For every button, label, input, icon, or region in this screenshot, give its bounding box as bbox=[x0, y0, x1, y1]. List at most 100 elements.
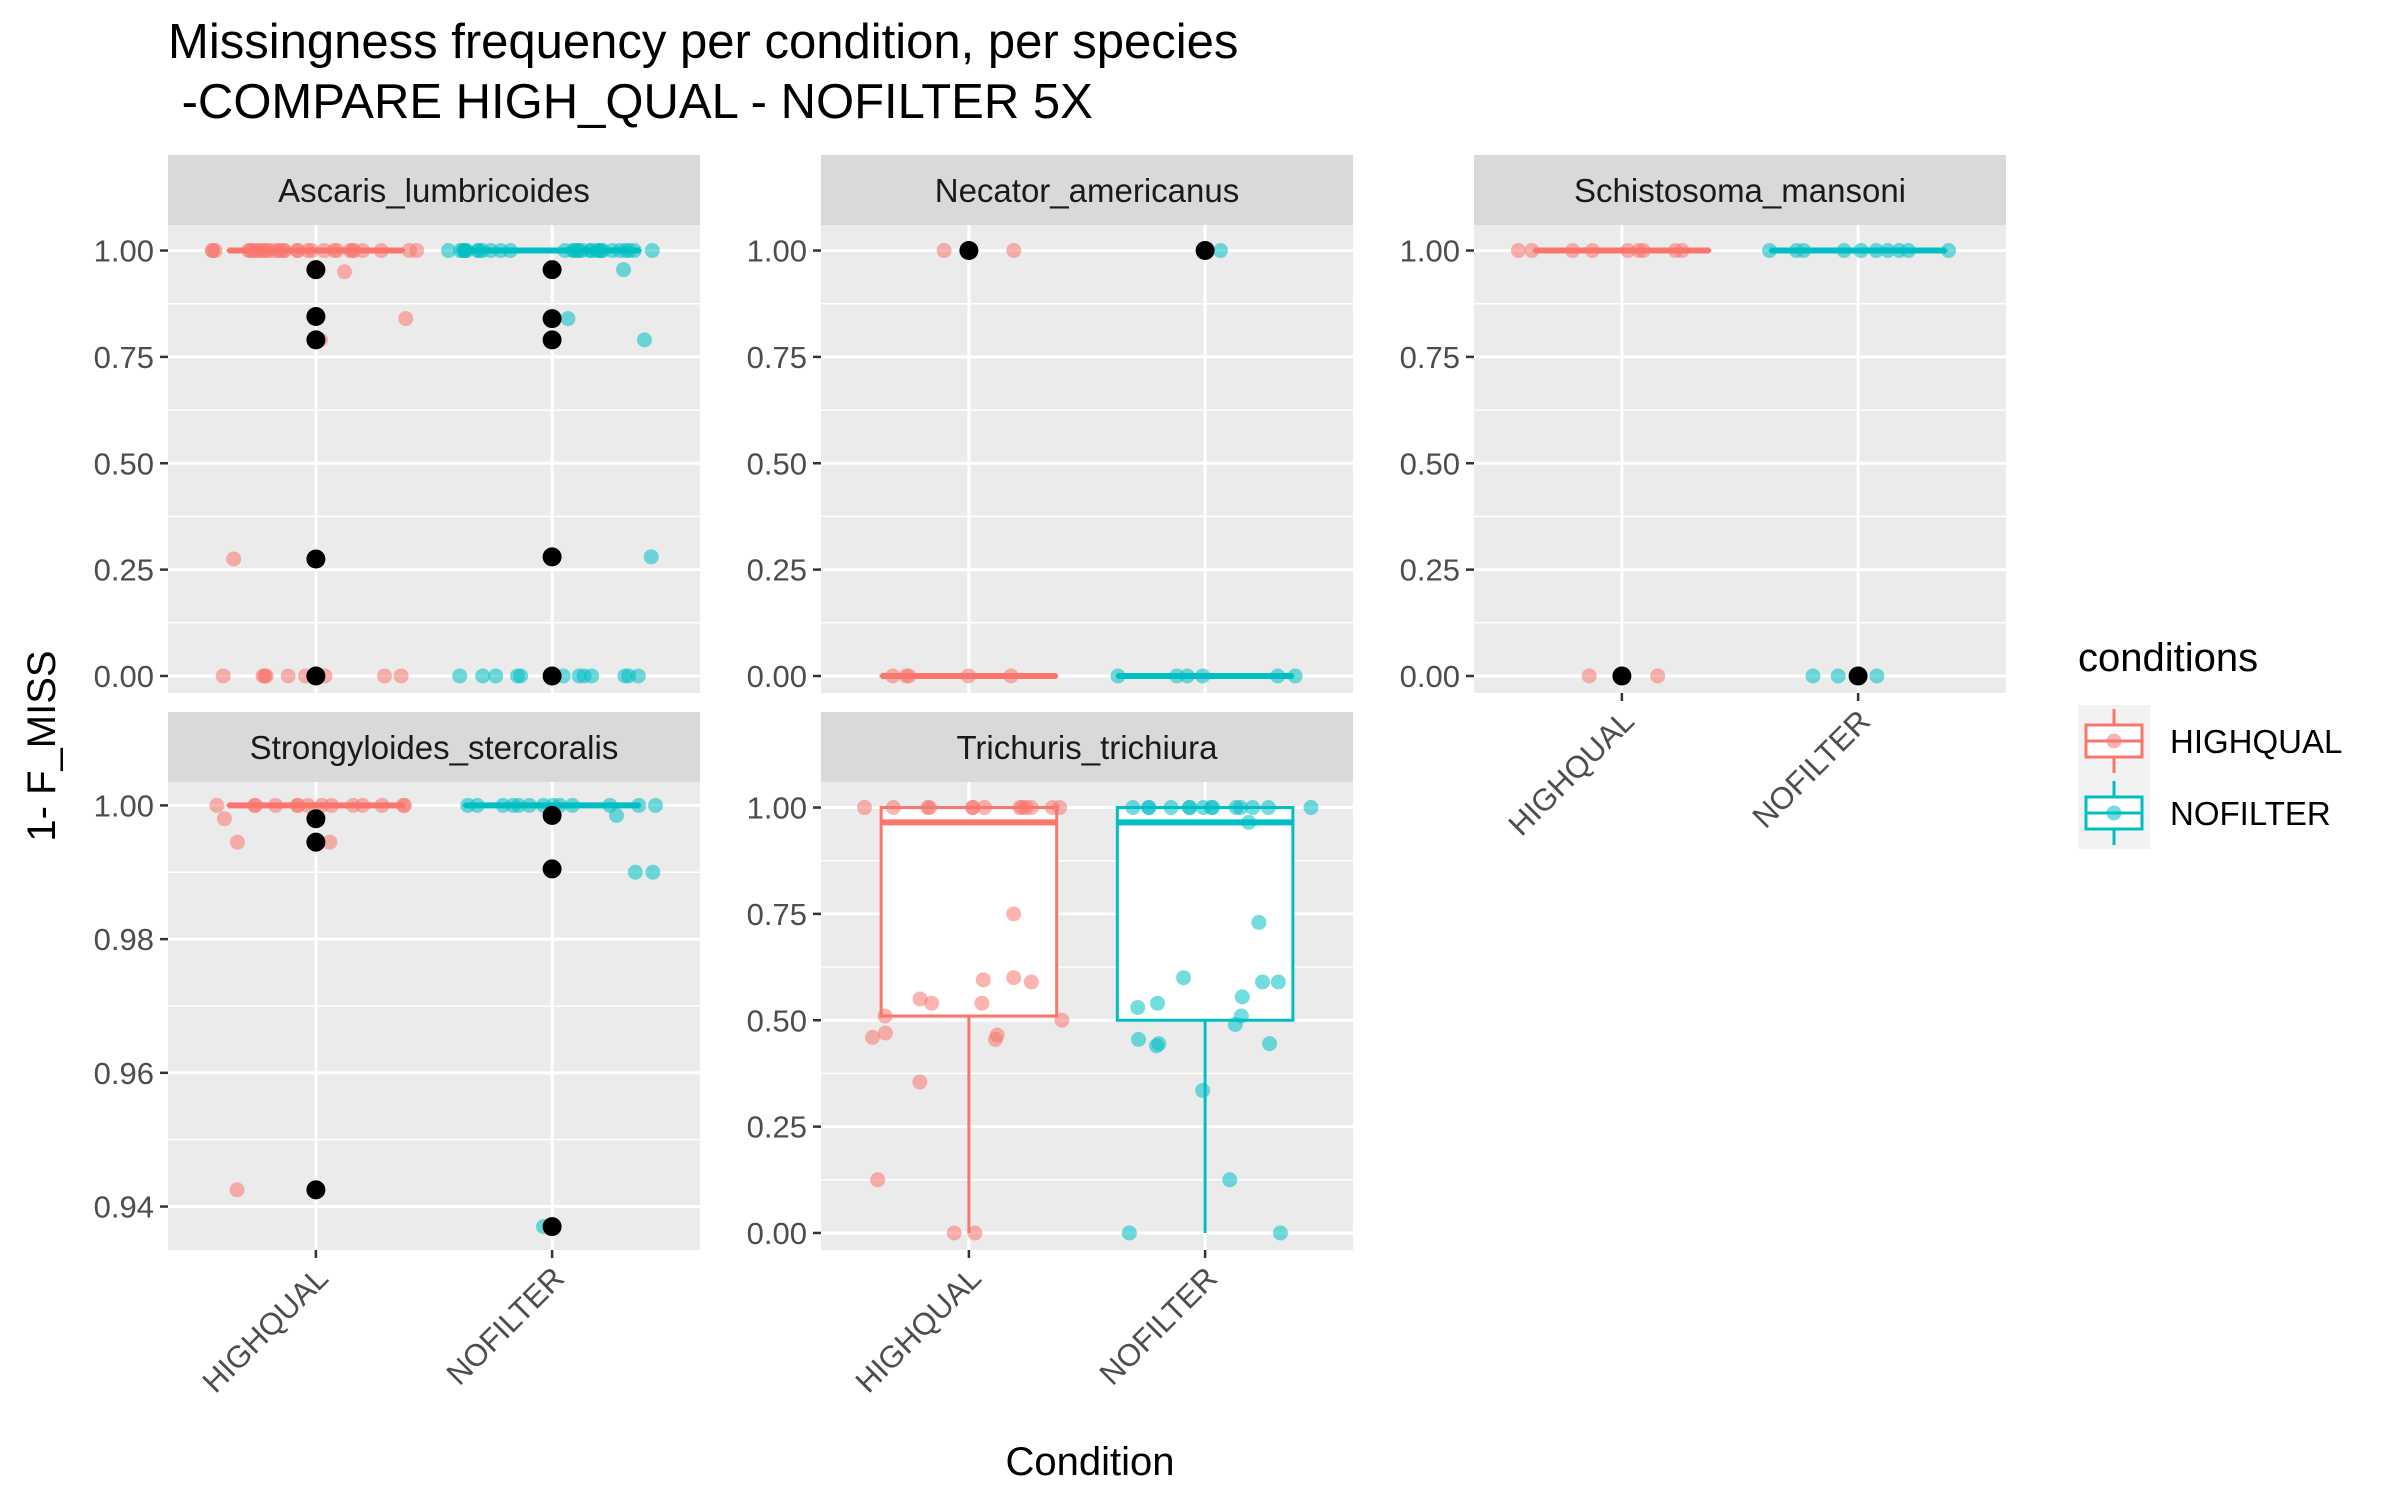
data-point bbox=[393, 668, 409, 684]
outlier-point bbox=[542, 666, 562, 686]
data-point bbox=[1270, 668, 1286, 684]
data-point bbox=[644, 243, 660, 259]
data-point bbox=[645, 864, 661, 880]
data-point bbox=[1150, 995, 1166, 1011]
y-tick-label: 0.94 bbox=[94, 1190, 154, 1225]
facet-label: Schistosoma_mansoni bbox=[1574, 172, 1906, 209]
data-point bbox=[1222, 1172, 1238, 1188]
y-tick-label: 0.50 bbox=[1400, 446, 1460, 481]
chart-title: Missingness frequency per condition, per… bbox=[168, 15, 1238, 69]
data-point bbox=[1761, 243, 1777, 259]
data-point bbox=[280, 668, 296, 684]
legend: conditions HIGHQUAL NOFILTER bbox=[2078, 636, 2342, 849]
data-point bbox=[488, 668, 504, 684]
legend-entry-label: HIGHQUAL bbox=[2170, 723, 2342, 760]
y-tick-label: 0.25 bbox=[1400, 553, 1460, 588]
data-point bbox=[877, 1008, 893, 1024]
data-point bbox=[1830, 668, 1846, 684]
data-point bbox=[329, 243, 345, 259]
facet-trichuris-trichiura: Trichuris_trichiura 0.00 0.25 0.50 0.75 1.00 H… bbox=[747, 712, 1353, 1399]
y-tick-label: 1.00 bbox=[94, 788, 154, 823]
facet-label: Ascaris_lumbricoides bbox=[278, 172, 590, 209]
data-point bbox=[207, 243, 223, 259]
data-point bbox=[1251, 914, 1267, 930]
data-point bbox=[631, 797, 647, 813]
facet-schistosoma-mansoni: Schistosoma_mansoni 0.00 0.25 0.50 0.75 1.00 H… bbox=[1400, 155, 2006, 842]
facet-label: Necator_americanus bbox=[935, 172, 1239, 209]
data-point bbox=[987, 1031, 1003, 1047]
outlier-point bbox=[1612, 666, 1632, 686]
outlier-point bbox=[542, 859, 562, 879]
facet-strip bbox=[821, 712, 1353, 782]
data-point bbox=[626, 243, 642, 259]
y-tick-label: 0.50 bbox=[747, 1003, 807, 1038]
data-point bbox=[936, 243, 952, 259]
data-point bbox=[1565, 243, 1581, 259]
data-point bbox=[1270, 974, 1286, 990]
data-point bbox=[1836, 243, 1852, 259]
data-point bbox=[1195, 1082, 1211, 1098]
data-point bbox=[961, 668, 977, 684]
data-point bbox=[1003, 668, 1019, 684]
facet-necator-americanus: Necator_americanus 0.00 0.25 0.50 0.75 1.00 bbox=[747, 155, 1353, 694]
y-tick-label: 0.75 bbox=[747, 897, 807, 932]
data-point bbox=[289, 797, 305, 813]
data-point bbox=[1006, 970, 1022, 986]
y-tick-label: 0.00 bbox=[94, 659, 154, 694]
data-point bbox=[1255, 974, 1271, 990]
x-tick-label: HIGHQUAL bbox=[196, 1260, 335, 1399]
x-tick-label: NOFILTER bbox=[440, 1260, 572, 1392]
outlier-point bbox=[542, 330, 562, 350]
facet-strongyloides-stercoralis: Strongyloides_stercoralis 0.94 0.96 0.98 1.0… bbox=[94, 712, 700, 1399]
y-tick-label: 0.75 bbox=[747, 340, 807, 375]
data-point bbox=[857, 800, 873, 816]
data-point bbox=[885, 668, 901, 684]
data-point bbox=[612, 243, 628, 259]
data-point bbox=[1262, 1036, 1278, 1052]
y-axis-title: 1- F_MISS bbox=[20, 650, 64, 841]
data-point bbox=[974, 995, 990, 1011]
data-point bbox=[268, 797, 284, 813]
data-point bbox=[209, 797, 225, 813]
data-point bbox=[648, 797, 664, 813]
data-point bbox=[564, 797, 580, 813]
data-point bbox=[290, 243, 306, 259]
outlier-point bbox=[542, 309, 562, 329]
data-point bbox=[870, 1172, 886, 1188]
x-axis-title: Condition bbox=[1005, 1440, 1174, 1484]
data-point bbox=[1141, 800, 1157, 816]
data-point bbox=[1023, 974, 1039, 990]
facet-label: Strongyloides_stercoralis bbox=[250, 729, 619, 766]
data-point bbox=[1176, 970, 1192, 986]
y-tick-label: 0.96 bbox=[94, 1056, 154, 1091]
data-point bbox=[1212, 243, 1228, 259]
outlier-point bbox=[306, 330, 326, 350]
data-point bbox=[215, 668, 231, 684]
data-point bbox=[946, 1225, 962, 1241]
data-point bbox=[1900, 243, 1916, 259]
data-point bbox=[1272, 1225, 1288, 1241]
data-point bbox=[314, 797, 330, 813]
data-point bbox=[1796, 243, 1812, 259]
outlier-point bbox=[542, 260, 562, 280]
data-point bbox=[1620, 243, 1636, 259]
legend-title: conditions bbox=[2078, 636, 2258, 680]
outlier-point bbox=[306, 809, 326, 829]
data-point bbox=[229, 834, 245, 850]
data-point bbox=[1054, 1012, 1070, 1028]
outlier-point bbox=[542, 547, 562, 567]
data-point bbox=[322, 834, 338, 850]
data-point bbox=[342, 243, 358, 259]
data-point bbox=[398, 311, 414, 327]
y-tick-label: 0.25 bbox=[747, 1110, 807, 1145]
data-point bbox=[373, 243, 389, 259]
y-tick-label: 0.98 bbox=[94, 922, 154, 957]
data-point bbox=[1635, 243, 1651, 259]
facet-strip bbox=[821, 155, 1353, 225]
legend-key-point bbox=[2106, 733, 2122, 749]
data-point bbox=[459, 243, 475, 259]
facets-layer: Ascaris_lumbricoides 0.00 0.25 0.50 0.75 1.00… bbox=[94, 155, 2006, 1399]
data-point bbox=[595, 243, 611, 259]
x-tick-label: NOFILTER bbox=[1093, 1260, 1225, 1392]
legend-entry-nofilter: NOFILTER bbox=[2078, 777, 2331, 849]
